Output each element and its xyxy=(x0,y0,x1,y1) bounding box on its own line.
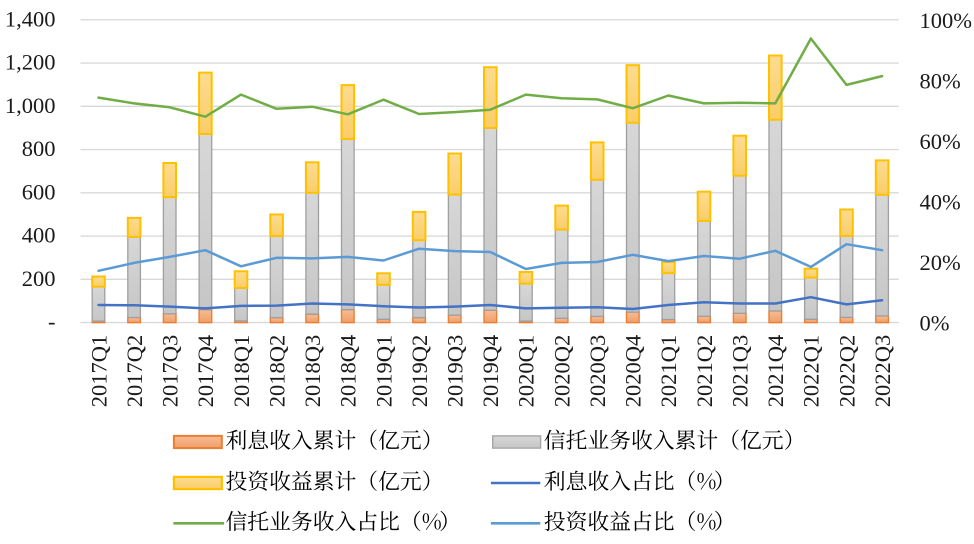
svg-text:2021Q3: 2021Q3 xyxy=(728,335,753,408)
svg-text:0%: 0% xyxy=(920,311,950,336)
svg-text:40%: 40% xyxy=(920,190,961,215)
svg-text:600: 600 xyxy=(22,179,56,204)
svg-text:2019Q4: 2019Q4 xyxy=(478,335,503,407)
svg-text:800: 800 xyxy=(22,136,56,161)
svg-text:100%: 100% xyxy=(920,8,973,33)
svg-text:80%: 80% xyxy=(920,68,961,93)
svg-text:2021Q4: 2021Q4 xyxy=(763,335,788,408)
svg-text:2022Q3: 2022Q3 xyxy=(870,335,895,408)
svg-text:2017Q3: 2017Q3 xyxy=(158,335,183,408)
svg-text:2021Q1: 2021Q1 xyxy=(656,335,681,408)
svg-text:20%: 20% xyxy=(920,250,961,275)
svg-text:2020Q1: 2020Q1 xyxy=(514,335,539,408)
svg-text:2020Q4: 2020Q4 xyxy=(621,335,646,408)
svg-text:2019Q2: 2019Q2 xyxy=(407,335,432,408)
svg-text:2018Q4: 2018Q4 xyxy=(336,335,361,408)
svg-text:2018Q2: 2018Q2 xyxy=(264,335,289,408)
svg-text:60%: 60% xyxy=(920,129,961,154)
svg-text:2017Q2: 2017Q2 xyxy=(122,335,147,408)
svg-text:2019Q1: 2019Q1 xyxy=(371,335,396,408)
svg-text:-: - xyxy=(48,309,56,334)
svg-text:2017Q4: 2017Q4 xyxy=(193,335,218,408)
svg-text:2019Q3: 2019Q3 xyxy=(443,335,468,408)
svg-text:2020Q2: 2020Q2 xyxy=(549,335,574,408)
svg-text:2021Q2: 2021Q2 xyxy=(692,335,717,408)
svg-text:200: 200 xyxy=(22,266,56,291)
svg-text:2017Q1: 2017Q1 xyxy=(86,335,111,408)
svg-text:2022Q1: 2022Q1 xyxy=(799,335,824,408)
svg-text:2022Q2: 2022Q2 xyxy=(834,335,859,408)
svg-text:2018Q1: 2018Q1 xyxy=(229,335,254,408)
svg-text:2018Q3: 2018Q3 xyxy=(300,335,325,408)
svg-text:400: 400 xyxy=(22,223,56,248)
svg-text:2020Q3: 2020Q3 xyxy=(585,335,610,408)
svg-text:1,400: 1,400 xyxy=(5,6,56,31)
svg-text:1,200: 1,200 xyxy=(5,50,56,75)
svg-text:1,000: 1,000 xyxy=(5,93,56,118)
